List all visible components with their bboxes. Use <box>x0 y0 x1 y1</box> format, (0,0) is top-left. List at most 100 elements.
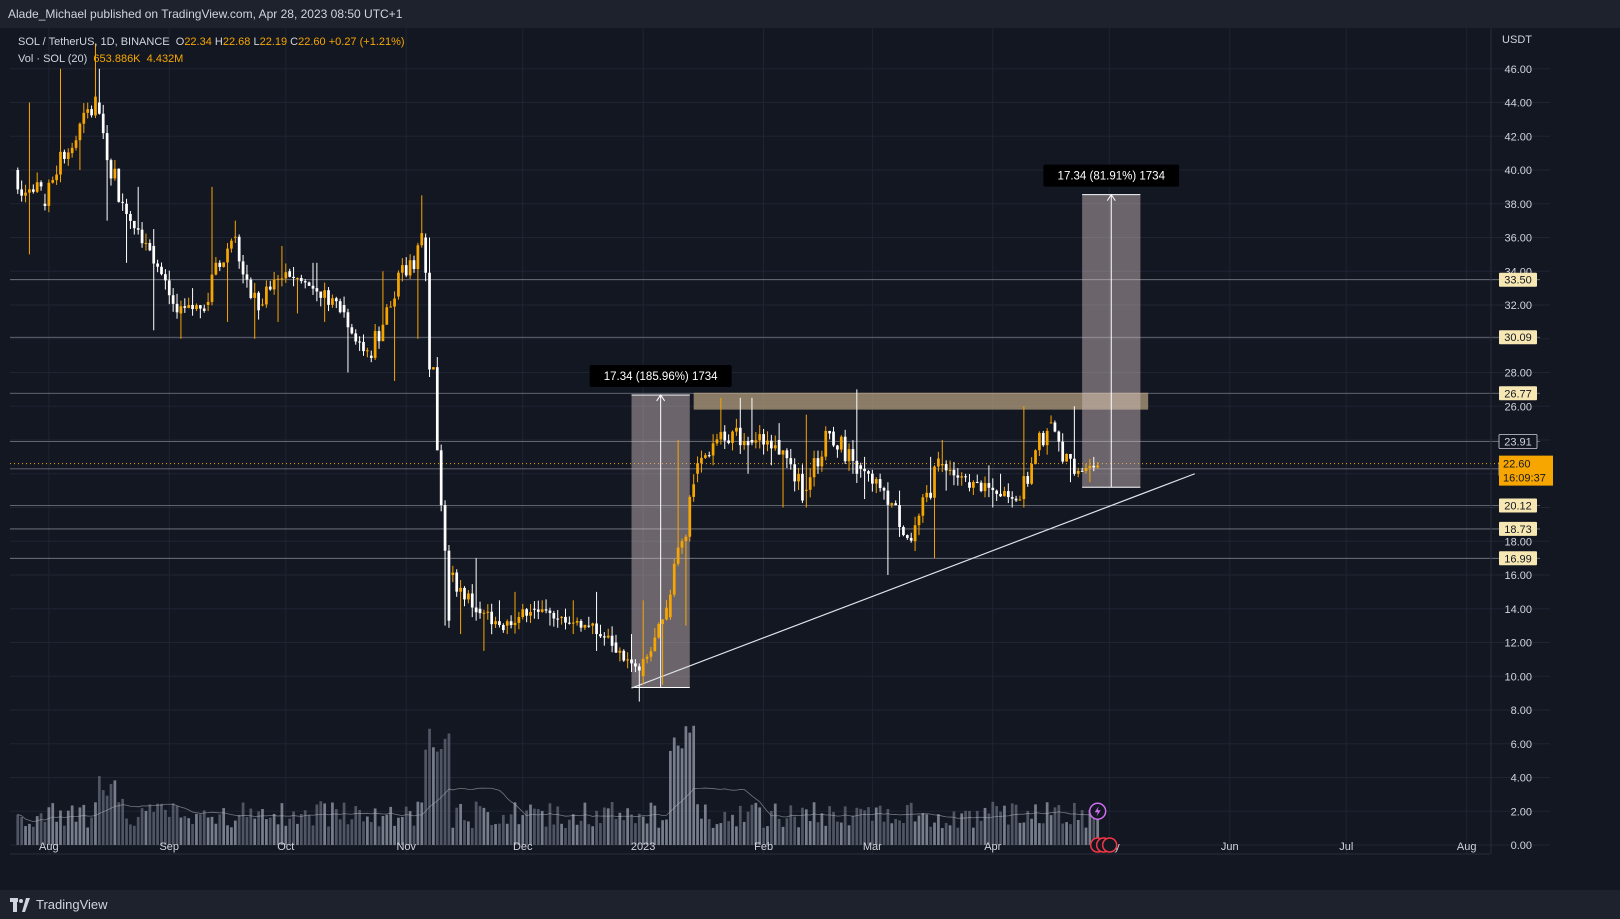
candle <box>808 468 812 498</box>
candle <box>498 600 501 628</box>
candle <box>1061 433 1065 464</box>
candle <box>443 500 447 626</box>
candle <box>843 429 847 465</box>
volume-bar <box>975 810 979 845</box>
candle <box>1003 486 1006 497</box>
candle <box>404 257 408 278</box>
candle-body <box>292 276 295 279</box>
candle <box>727 434 730 445</box>
candle <box>148 239 152 252</box>
volume-bar <box>97 776 101 845</box>
volume-bar <box>179 817 183 845</box>
volume-bar <box>793 816 797 845</box>
volume-bar <box>599 823 602 845</box>
volume-bar <box>350 819 354 845</box>
candle-body <box>540 609 544 612</box>
candle <box>482 609 486 651</box>
candle <box>513 591 517 634</box>
candle <box>669 589 672 621</box>
candle <box>905 534 909 540</box>
candle <box>812 450 816 487</box>
candle-body <box>198 305 202 309</box>
high-value: 22.68 <box>222 36 251 48</box>
candle-body <box>614 642 618 653</box>
volume-bar <box>731 814 734 845</box>
candle-body <box>195 305 198 310</box>
candle <box>785 448 789 469</box>
volume-bar <box>987 813 991 845</box>
volume-bar <box>327 826 330 845</box>
volume-bar <box>1041 823 1045 845</box>
candle <box>490 603 494 635</box>
volume-bar <box>921 813 925 845</box>
candle <box>707 451 711 458</box>
volume-bar <box>703 804 707 845</box>
candle-body <box>964 476 967 478</box>
tradingview-logo[interactable]: TradingView <box>10 890 108 919</box>
candle <box>400 258 404 282</box>
candle <box>195 303 198 312</box>
candle-body <box>1096 465 1100 468</box>
candle-body <box>1006 491 1010 498</box>
price-tick-label: 14.00 <box>1504 604 1532 616</box>
candle-body <box>1076 470 1080 474</box>
open-value: 22.34 <box>184 36 212 48</box>
candle <box>292 266 295 287</box>
symbol-label[interactable]: SOL / TetherUS, 1D, BINANCE <box>18 36 170 48</box>
volume-bar <box>1053 807 1057 845</box>
candle-body <box>952 469 956 476</box>
candle-body <box>665 607 668 620</box>
volume-label[interactable]: Vol · SOL (20) <box>18 53 88 65</box>
candle-body <box>1057 431 1061 442</box>
candle <box>533 601 536 619</box>
volume-ma-value: 4.432M <box>146 53 184 65</box>
candle-body <box>696 463 699 474</box>
candle-body <box>463 587 466 600</box>
candle <box>1045 428 1049 455</box>
volume-bar <box>1022 822 1026 845</box>
price-chart[interactable]: 17.34 (185.96%) 1734 17.34 (81.91%) 1734 U… <box>0 28 1620 890</box>
candle <box>789 448 793 470</box>
volume-bar <box>773 803 777 845</box>
volume-bar <box>770 810 773 845</box>
candle-body <box>366 350 369 352</box>
candle <box>867 470 870 482</box>
volume-bar <box>902 822 905 845</box>
volume-bar <box>587 824 591 845</box>
candle-body <box>435 367 439 451</box>
candle <box>995 489 999 501</box>
volume-bar <box>1076 820 1080 845</box>
candle-body <box>564 616 567 623</box>
candle-body <box>634 663 637 667</box>
measure-arrow-head <box>1106 193 1116 201</box>
candle-body <box>101 113 105 134</box>
candle <box>1088 458 1092 483</box>
volume-bar <box>311 825 315 845</box>
candle-body <box>432 367 435 370</box>
candle-body <box>867 471 870 474</box>
level-tag-bg <box>1498 434 1538 449</box>
candle <box>1065 453 1068 462</box>
candle-body <box>381 324 385 342</box>
candle-body <box>331 298 334 305</box>
volume-bar <box>366 816 369 845</box>
candle <box>1038 431 1041 456</box>
volume-bar <box>358 809 361 845</box>
candle <box>999 473 1002 497</box>
candle <box>74 135 78 151</box>
price-axis-unit: USDT <box>1502 34 1532 46</box>
price-tick-label: 44.00 <box>1504 98 1532 110</box>
candle-body <box>987 483 991 488</box>
volume-bar <box>641 816 645 845</box>
candle-body <box>249 279 253 298</box>
candle <box>874 477 878 494</box>
candle-body <box>878 479 882 489</box>
candle <box>117 168 121 203</box>
volume-bar <box>1006 824 1010 845</box>
volume-bar <box>164 809 167 845</box>
level-tag-label: 33.50 <box>1504 275 1532 287</box>
candle-body <box>1026 476 1030 484</box>
candle-body <box>579 620 583 628</box>
candle <box>28 102 31 255</box>
volume-bar <box>991 801 995 845</box>
